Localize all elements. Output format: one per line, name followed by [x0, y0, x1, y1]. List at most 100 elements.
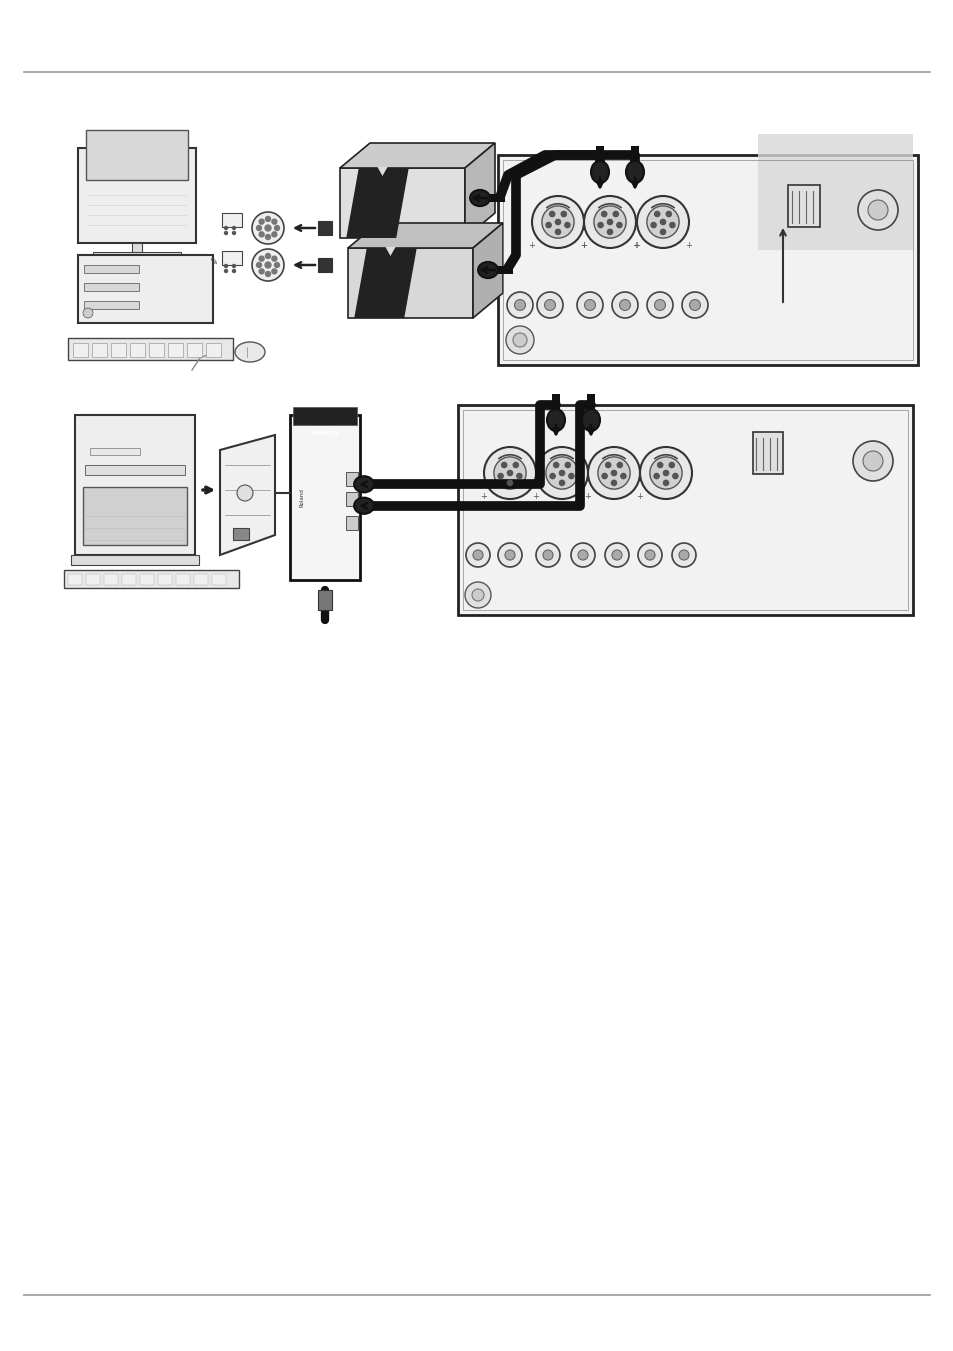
Bar: [84, 301, 139, 309]
Circle shape: [513, 462, 517, 467]
Circle shape: [272, 219, 276, 224]
Bar: [222, 251, 242, 265]
Circle shape: [578, 550, 587, 561]
Circle shape: [594, 205, 625, 238]
Text: +: +: [632, 240, 639, 250]
Circle shape: [867, 200, 887, 220]
Circle shape: [259, 257, 264, 261]
Text: +: +: [636, 492, 642, 501]
Circle shape: [545, 223, 551, 228]
Bar: [222, 213, 242, 227]
Ellipse shape: [581, 409, 599, 431]
Bar: [317, 222, 332, 235]
Circle shape: [465, 543, 490, 567]
Circle shape: [607, 230, 612, 235]
Polygon shape: [339, 168, 464, 238]
Circle shape: [507, 470, 512, 476]
Bar: [457, 405, 912, 615]
Circle shape: [654, 211, 659, 216]
Bar: [479, 195, 505, 201]
Bar: [346, 516, 357, 530]
Circle shape: [612, 292, 638, 317]
Ellipse shape: [234, 342, 265, 362]
Circle shape: [494, 457, 525, 489]
Bar: [92, 253, 181, 261]
Circle shape: [654, 300, 665, 311]
Polygon shape: [377, 168, 387, 176]
Circle shape: [857, 190, 897, 230]
Circle shape: [505, 326, 534, 354]
Bar: [84, 265, 139, 273]
Bar: [73, 343, 88, 357]
Circle shape: [637, 196, 688, 249]
Circle shape: [560, 211, 566, 216]
Bar: [64, 570, 239, 588]
Circle shape: [256, 226, 261, 231]
Circle shape: [537, 292, 562, 317]
Circle shape: [252, 249, 284, 281]
Circle shape: [265, 254, 271, 258]
Bar: [175, 574, 190, 585]
Circle shape: [545, 457, 578, 489]
Bar: [595, 146, 604, 172]
Bar: [293, 407, 356, 426]
Bar: [140, 574, 153, 585]
Circle shape: [272, 257, 276, 261]
Circle shape: [549, 211, 555, 216]
Bar: [752, 432, 782, 474]
Bar: [488, 266, 513, 274]
Circle shape: [259, 232, 264, 236]
Bar: [212, 574, 226, 585]
Circle shape: [587, 447, 639, 499]
Text: +: +: [685, 240, 692, 250]
Circle shape: [233, 231, 235, 235]
Circle shape: [259, 219, 264, 224]
Circle shape: [224, 227, 227, 230]
Circle shape: [507, 480, 512, 485]
Text: +: +: [528, 240, 535, 250]
Circle shape: [679, 550, 688, 561]
Circle shape: [541, 205, 574, 238]
Bar: [586, 394, 595, 420]
Circle shape: [646, 292, 672, 317]
Circle shape: [668, 462, 674, 467]
Circle shape: [259, 269, 264, 274]
Circle shape: [852, 440, 892, 481]
Bar: [364, 501, 389, 509]
Bar: [758, 134, 912, 250]
Circle shape: [224, 265, 227, 267]
Bar: [206, 343, 221, 357]
Circle shape: [513, 332, 526, 347]
Circle shape: [233, 265, 235, 267]
Circle shape: [224, 231, 227, 235]
Circle shape: [659, 219, 665, 224]
Circle shape: [233, 269, 235, 273]
Text: +: +: [633, 240, 639, 250]
Circle shape: [555, 230, 560, 235]
Text: +: +: [580, 240, 587, 250]
Circle shape: [532, 196, 583, 249]
Bar: [68, 338, 233, 359]
Polygon shape: [348, 223, 502, 249]
Bar: [85, 465, 185, 476]
Bar: [158, 574, 172, 585]
Circle shape: [265, 226, 271, 231]
Circle shape: [638, 543, 661, 567]
Ellipse shape: [625, 161, 643, 182]
Circle shape: [649, 457, 681, 489]
Circle shape: [501, 462, 506, 467]
Polygon shape: [220, 435, 274, 555]
Circle shape: [662, 480, 668, 485]
Polygon shape: [473, 223, 502, 317]
Bar: [193, 574, 208, 585]
Circle shape: [483, 447, 536, 499]
Text: Roland: Roland: [299, 488, 304, 507]
Circle shape: [571, 543, 595, 567]
Circle shape: [601, 211, 606, 216]
Bar: [90, 449, 140, 455]
Circle shape: [464, 582, 491, 608]
Text: ✎: ✎: [209, 257, 217, 267]
Circle shape: [671, 543, 696, 567]
Circle shape: [252, 212, 284, 245]
Polygon shape: [339, 143, 495, 168]
